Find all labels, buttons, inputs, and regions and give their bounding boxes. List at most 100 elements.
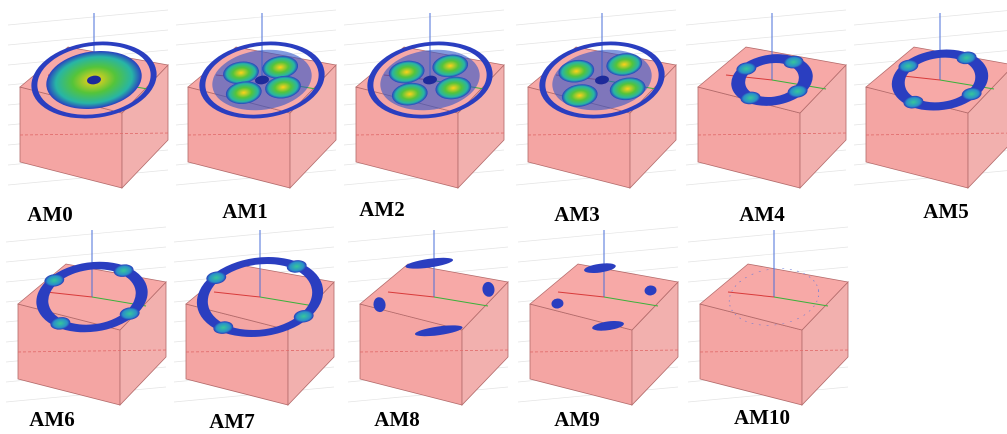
field-spot <box>903 95 924 109</box>
background-grid <box>347 246 509 263</box>
field-null <box>595 75 609 85</box>
field-pattern <box>196 257 324 337</box>
field-fragment <box>405 257 454 269</box>
field-spot <box>606 53 643 76</box>
field-fragment <box>584 263 616 273</box>
y-axis <box>45 291 93 298</box>
background-grid <box>687 246 849 263</box>
x-axis <box>773 296 829 307</box>
field-pattern <box>728 268 820 326</box>
field-panel <box>7 9 169 189</box>
field-panel <box>5 226 167 406</box>
background-grid <box>687 226 849 243</box>
background-grid <box>343 9 505 26</box>
field-spot <box>435 76 472 100</box>
panel-label: AM10 <box>734 405 790 429</box>
y-axis <box>213 291 261 298</box>
field-panel <box>853 10 1007 189</box>
field-spot <box>391 82 428 106</box>
field-spot <box>206 271 227 285</box>
field-spot <box>609 77 646 101</box>
background-grid <box>515 9 677 26</box>
field-pattern <box>731 54 813 106</box>
field-fragment <box>482 281 495 297</box>
field-spot <box>225 81 262 105</box>
field-null <box>255 75 269 85</box>
panel-label: AM4 <box>739 202 785 226</box>
field-ring <box>891 49 989 111</box>
field-spot <box>262 55 299 79</box>
field-spot <box>388 60 425 84</box>
field-ring <box>539 41 665 119</box>
x-axis <box>259 296 315 307</box>
background-grid <box>5 246 167 263</box>
background-grid <box>853 10 1007 26</box>
background-grid <box>515 29 677 46</box>
field-ring <box>731 54 813 106</box>
panel-label: AM2 <box>359 197 405 221</box>
field-pattern <box>31 41 157 119</box>
field-trace <box>728 268 820 326</box>
field-spot <box>293 309 314 323</box>
x-axis <box>433 296 489 307</box>
field-spot <box>740 91 761 105</box>
field-fragment <box>414 325 463 337</box>
panel-label: AM9 <box>554 407 600 431</box>
field-spot <box>50 317 71 330</box>
field-pattern <box>367 41 493 119</box>
field-panel <box>343 9 505 189</box>
field-pattern <box>199 41 325 119</box>
field-pattern <box>36 261 148 333</box>
background-grid <box>347 226 509 243</box>
field-fragment <box>551 298 564 309</box>
field-null <box>87 75 101 85</box>
field-ring <box>31 41 157 119</box>
field-fragment <box>644 285 657 296</box>
field-ring <box>199 41 325 119</box>
field-pattern <box>373 257 495 337</box>
field-null <box>423 75 437 85</box>
field-spot <box>783 55 804 69</box>
background-grid <box>5 226 167 243</box>
panel-label: AM3 <box>554 202 600 226</box>
field-spot <box>265 75 301 99</box>
panel-label: AM5 <box>923 199 969 223</box>
background-grid <box>685 29 847 46</box>
panel-label: AM0 <box>27 202 73 226</box>
background-grid <box>175 9 337 26</box>
panel-label: AM1 <box>222 199 268 223</box>
field-spot <box>119 307 140 320</box>
x-axis <box>939 79 995 90</box>
field-panel <box>347 226 509 406</box>
field-panel <box>173 226 335 406</box>
field-ring <box>196 257 324 337</box>
field-spot <box>558 59 595 83</box>
y-axis <box>727 291 775 298</box>
field-panel <box>517 226 679 406</box>
field-panel <box>685 9 847 189</box>
background-grid <box>7 9 169 26</box>
field-pattern <box>551 263 657 331</box>
background-grid <box>517 246 679 263</box>
y-axis <box>557 291 605 298</box>
field-spot <box>432 54 469 78</box>
field-spot <box>44 274 65 287</box>
background-grid <box>685 9 847 26</box>
background-grid <box>517 226 679 243</box>
background-grid <box>7 29 169 46</box>
field-spot <box>961 87 982 101</box>
field-spot <box>286 260 307 273</box>
field-panel <box>175 9 337 189</box>
panel-label: AM7 <box>209 409 255 433</box>
field-pattern <box>891 49 989 111</box>
background-grid <box>853 30 1007 46</box>
field-spot <box>898 59 919 73</box>
field-spot <box>956 51 977 65</box>
field-pattern <box>539 41 665 119</box>
y-axis <box>387 291 435 298</box>
field-ring <box>367 41 493 119</box>
background-grid <box>173 226 335 243</box>
field-fragment <box>373 297 386 313</box>
panel-label: AM6 <box>29 407 75 431</box>
